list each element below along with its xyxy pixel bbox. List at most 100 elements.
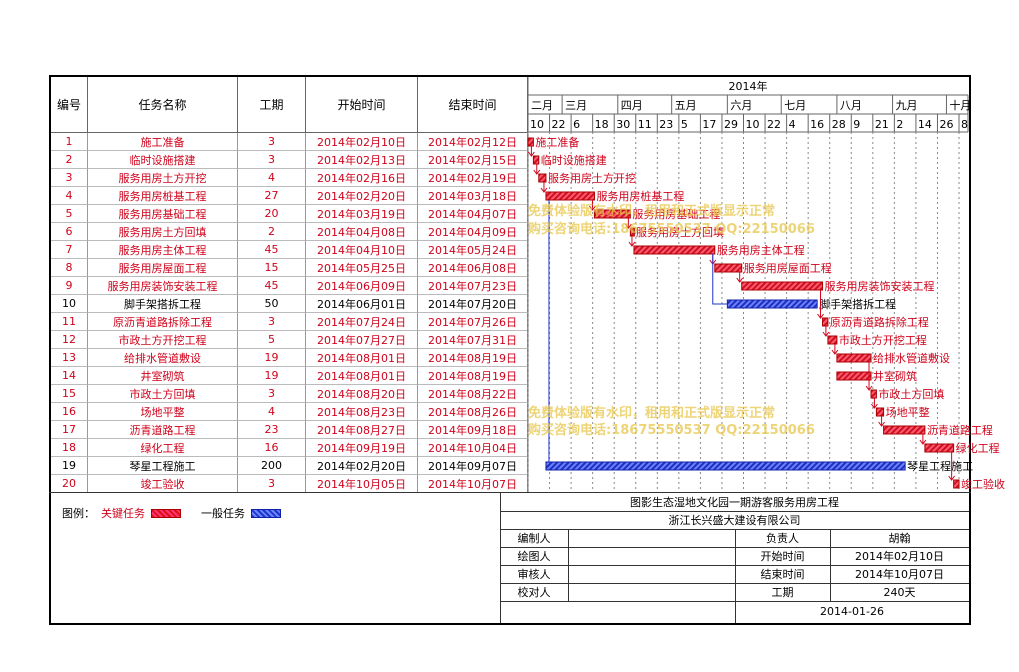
task-start-cell[interactable]: 2014年08月20日 [306,385,418,403]
day-label: 21 [875,118,889,131]
task-id-cell[interactable]: 8 [51,259,88,277]
task-name-cell[interactable]: 服务用房土方开挖 [88,169,238,187]
task-start-cell[interactable]: 2014年02月13日 [306,151,418,169]
task-id-cell[interactable]: 18 [51,439,88,457]
reviewer-label: 审核人 [517,568,551,581]
task-start-cell[interactable]: 2014年02月20日 [306,187,418,205]
task-start-cell[interactable]: 2014年03月19日 [306,205,418,223]
task-start-cell[interactable]: 2014年06月01日 [306,295,418,313]
header-dur: 工期 [238,77,306,133]
task-dur-cell[interactable]: 2 [238,223,306,241]
task-name-cell[interactable]: 原沥青道路拆除工程 [88,313,238,331]
task-id-cell[interactable]: 1 [51,133,88,151]
gantt-frame [49,75,971,625]
task-id-cell[interactable]: 19 [51,457,88,475]
task-id-cell[interactable]: 2 [51,151,88,169]
task-start-cell[interactable]: 2014年05月25日 [306,259,418,277]
task-name-cell[interactable]: 服务用房装饰安装工程 [88,277,238,295]
task-id-cell[interactable]: 15 [51,385,88,403]
gantt-bar [593,209,631,219]
task-name-cell[interactable]: 井室砌筑 [88,367,238,385]
task-id-cell[interactable]: 13 [51,349,88,367]
task-id-cell[interactable]: 9 [51,277,88,295]
day-label: 17 [702,118,716,131]
task-id-cell[interactable]: 5 [51,205,88,223]
task-id-cell[interactable]: 4 [51,187,88,205]
task-dur-cell[interactable]: 15 [238,259,306,277]
task-dur-cell[interactable]: 27 [238,187,306,205]
task-name-cell[interactable]: 脚手架搭拆工程 [88,295,238,313]
task-name-cell[interactable]: 服务用房土方回填 [88,223,238,241]
task-start-cell[interactable]: 2014年02月16日 [306,169,418,187]
task-dur-cell[interactable]: 50 [238,295,306,313]
task-dur-cell[interactable]: 3 [238,313,306,331]
bar-label: 服务用房桩基工程 [596,189,684,203]
task-id-cell[interactable]: 12 [51,331,88,349]
task-dur-cell[interactable]: 200 [238,457,306,475]
task-dur-cell[interactable]: 23 [238,421,306,439]
task-name-cell[interactable]: 服务用房主体工程 [88,241,238,259]
task-start-cell[interactable]: 2014年04月10日 [306,241,418,259]
task-name-cell[interactable]: 给排水管道敷设 [88,349,238,367]
editor-label: 编制人 [517,532,551,545]
arrow-head [871,403,878,409]
task-name-cell[interactable]: 场地平整 [88,403,238,421]
task-start-cell[interactable]: 2014年08月27日 [306,421,418,439]
task-start-cell[interactable]: 2014年08月01日 [306,367,418,385]
task-dur-cell[interactable]: 3 [238,151,306,169]
start-value: 2014年02月10日 [855,550,944,563]
day-label: 2 [896,118,903,131]
task-start-cell[interactable]: 2014年08月23日 [306,403,418,421]
task-name-cell[interactable]: 沥青道路工程 [88,421,238,439]
task-name-cell[interactable]: 琴星工程施工 [88,457,238,475]
arrow-head [878,421,885,427]
legend-general-label: 一般任务 [201,507,245,520]
task-dur-cell[interactable]: 45 [238,241,306,259]
task-start-cell[interactable]: 2014年06月09日 [306,277,418,295]
task-name-cell[interactable]: 服务用房基础工程 [88,205,238,223]
task-start-cell[interactable]: 2014年09月19日 [306,439,418,457]
day-label: 30 [616,118,630,131]
task-start-cell[interactable]: 2014年07月27日 [306,331,418,349]
task-id-cell[interactable]: 17 [51,421,88,439]
task-start-cell[interactable]: 2014年02月10日 [306,133,418,151]
day-label: 18 [595,118,609,131]
task-name-cell[interactable]: 市政土方开挖工程 [88,331,238,349]
task-dur-cell[interactable]: 45 [238,277,306,295]
task-name-cell[interactable]: 服务用房桩基工程 [88,187,238,205]
task-start-cell[interactable]: 2014年04月08日 [306,223,418,241]
task-dur-cell[interactable]: 5 [238,331,306,349]
day-label: 10 [746,118,760,131]
task-name-cell[interactable]: 施工准备 [88,133,238,151]
arrow-head [589,205,596,211]
month-label: 四月 [621,99,643,112]
task-id-cell[interactable]: 10 [51,295,88,313]
task-name-cell[interactable]: 市政土方回填 [88,385,238,403]
task-dur-cell[interactable]: 19 [238,349,306,367]
project-title: 图影生态湿地文化园一期游客服务用房工程 [630,496,839,509]
task-name-cell[interactable]: 服务用房屋面工程 [88,259,238,277]
task-dur-cell[interactable]: 3 [238,385,306,403]
task-dur-cell[interactable]: 3 [238,133,306,151]
task-dur-cell[interactable]: 4 [238,169,306,187]
task-start-cell[interactable]: 2014年08月01日 [306,349,418,367]
task-dur-cell[interactable]: 20 [238,205,306,223]
task-id-cell[interactable]: 16 [51,403,88,421]
task-start-cell[interactable]: 2014年02月20日 [306,457,418,475]
day-label: 26 [939,118,953,131]
task-dur-cell[interactable]: 16 [238,439,306,457]
task-id-cell[interactable]: 14 [51,367,88,385]
task-id-cell[interactable]: 7 [51,241,88,259]
task-dur-cell[interactable]: 4 [238,403,306,421]
task-name-cell[interactable]: 绿化工程 [88,439,238,457]
gantt-bar [726,299,818,309]
bar-label: 沥青道路工程 [927,423,993,437]
legend-critical-label: 关键任务 [101,507,145,520]
task-id-cell[interactable]: 3 [51,169,88,187]
task-start-cell[interactable]: 2014年07月24日 [306,313,418,331]
arrow-head [628,241,636,247]
task-dur-cell[interactable]: 19 [238,367,306,385]
task-name-cell[interactable]: 临时设施搭建 [88,151,238,169]
task-id-cell[interactable]: 11 [51,313,88,331]
task-id-cell[interactable]: 6 [51,223,88,241]
